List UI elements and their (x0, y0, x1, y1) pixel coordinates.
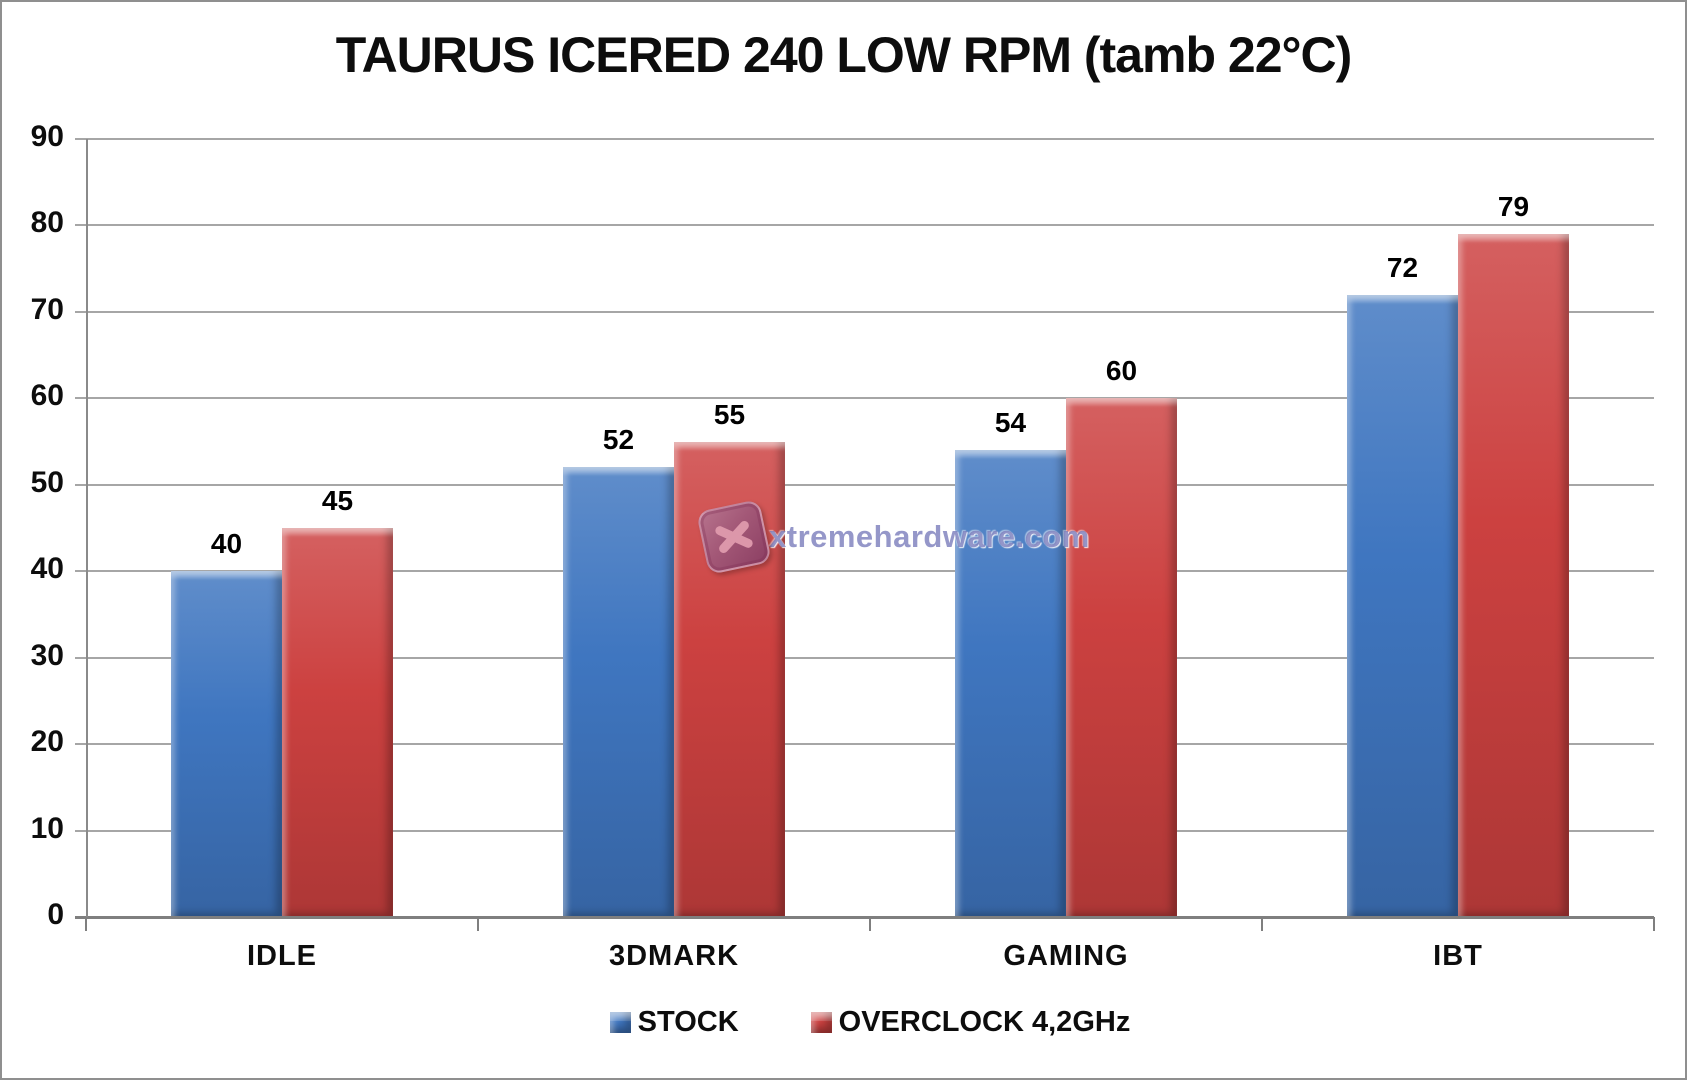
legend-label-stock: STOCK (637, 1006, 739, 1038)
bars-layer: 40 45 52 55 54 60 72 79 (86, 139, 1654, 917)
xtremehardware-logo-icon (696, 499, 772, 575)
x-axis-labels: IDLE 3DMARK GAMING IBT (86, 940, 1654, 973)
legend-item-overclock: OVERCLOCK 4,2GHz (810, 1006, 1131, 1039)
y-tick-label: 80 (30, 206, 64, 240)
category-group-ibt: 72 79 (1262, 139, 1654, 917)
y-tick-label: 90 (30, 120, 64, 153)
watermark: xtremehardware.com (696, 499, 1090, 575)
x-axis-line (75, 915, 1654, 919)
data-label: 54 (994, 407, 1027, 438)
data-label: 52 (602, 424, 635, 455)
bar-group: 72 (1347, 139, 1458, 917)
gridline (75, 310, 1654, 313)
legend-label-overclock: OVERCLOCK 4,2GHz (838, 1006, 1131, 1038)
x-axis-tick (85, 917, 87, 931)
chart-title: TAURUS ICERED 240 LOW RPM (tamb 22°C) (335, 27, 1353, 83)
gridline (75, 397, 1654, 400)
bar-group: 60 (1066, 139, 1177, 917)
x-category-label: IDLE (246, 940, 318, 972)
y-tick-label: 40 (30, 552, 64, 586)
category-group-gaming: 54 60 (870, 139, 1262, 917)
bar-overclock-idle (282, 528, 393, 917)
y-tick-label: 10 (30, 811, 64, 845)
gridline (75, 570, 1654, 573)
legend-swatch-stock (609, 1012, 631, 1033)
category-group-idle: 40 45 (86, 139, 478, 917)
y-tick-label: 30 (30, 638, 64, 672)
bar-group: 79 (1458, 139, 1569, 917)
bar-stock-3dmark (563, 467, 674, 917)
x-axis-tick (1653, 917, 1655, 931)
y-tick-label: 50 (30, 465, 64, 499)
category-group-3dmark: 52 55 (478, 139, 870, 917)
x-category-label: GAMING (1003, 940, 1129, 972)
bar-stock-idle (171, 571, 282, 917)
y-tick-label: 0 (47, 898, 64, 931)
legend-swatch-overclock (810, 1012, 832, 1033)
bar-group: 52 (563, 139, 674, 917)
watermark-text: xtremehardware.com (769, 519, 1090, 554)
gridline (75, 743, 1654, 746)
bar-overclock-ibt (1458, 234, 1569, 917)
y-axis-line (86, 139, 88, 917)
data-label: 72 (1386, 252, 1419, 283)
y-tick-label: 70 (30, 292, 64, 326)
data-label: 60 (1105, 355, 1138, 386)
bar-stock-gaming (955, 450, 1066, 917)
y-tick-label: 20 (30, 725, 64, 759)
gridline (75, 656, 1654, 659)
legend-item-stock: STOCK (609, 1006, 739, 1039)
x-axis-tick (1261, 917, 1263, 931)
gridline (75, 224, 1654, 227)
gridline (75, 829, 1654, 832)
data-label: 45 (321, 485, 354, 516)
data-label: 40 (210, 528, 243, 559)
x-axis-tick (869, 917, 871, 931)
x-axis-tick (477, 917, 479, 931)
bar-overclock-gaming (1066, 398, 1177, 917)
plot-area: 40 45 52 55 54 60 72 79 xtremehardware.com (75, 138, 1655, 931)
bar-stock-ibt (1347, 295, 1458, 917)
legend: STOCK OVERCLOCK 4,2GHz (86, 1006, 1654, 1039)
bar-group: 54 (955, 139, 1066, 917)
bar-group: 45 (282, 139, 393, 917)
x-category-label: 3DMARK (608, 940, 740, 972)
data-label: 55 (713, 399, 746, 430)
y-tick-label: 60 (30, 379, 64, 413)
gridline (75, 483, 1654, 486)
data-label: 79 (1497, 191, 1530, 222)
bar-group: 40 (171, 139, 282, 917)
x-category-label: IBT (1433, 940, 1483, 972)
gridline (75, 138, 1654, 140)
